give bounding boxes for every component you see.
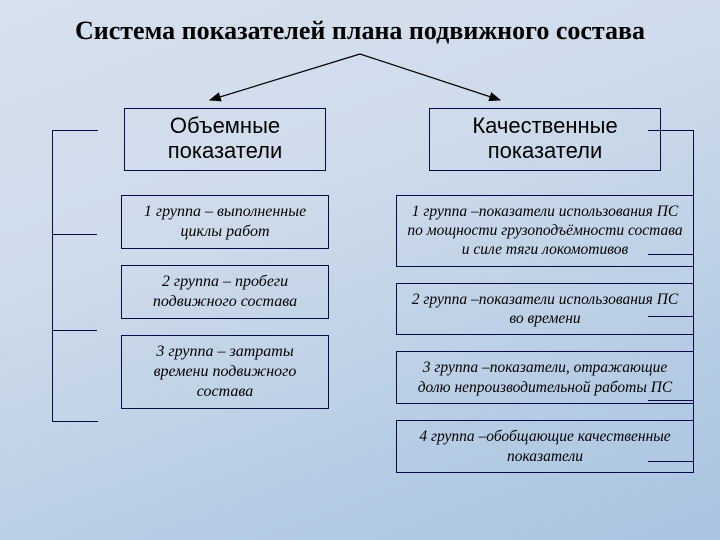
right-item: 2 группа –показатели использования ПС во… [396, 283, 694, 336]
right-item: 4 группа –обобщающие качественные показа… [396, 420, 694, 473]
right-column: Качественные показатели 1 группа –показа… [380, 108, 710, 489]
left-item: 3 группа – затраты времени подвижного со… [121, 335, 329, 409]
right-item: 1 группа –показатели использования ПС по… [396, 195, 694, 267]
left-item: 1 группа – выполненные циклы работ [121, 195, 329, 249]
left-column: Объемные показатели 1 группа – выполненн… [60, 108, 390, 425]
left-item: 2 группа – пробеги подвижного состава [121, 265, 329, 319]
right-header-box: Качественные показатели [429, 108, 661, 171]
page-title: Система показателей плана подвижного сос… [0, 16, 720, 46]
left-header-box: Объемные показатели [124, 108, 326, 171]
right-item: 3 группа –показатели, отражающие долю не… [396, 351, 694, 404]
